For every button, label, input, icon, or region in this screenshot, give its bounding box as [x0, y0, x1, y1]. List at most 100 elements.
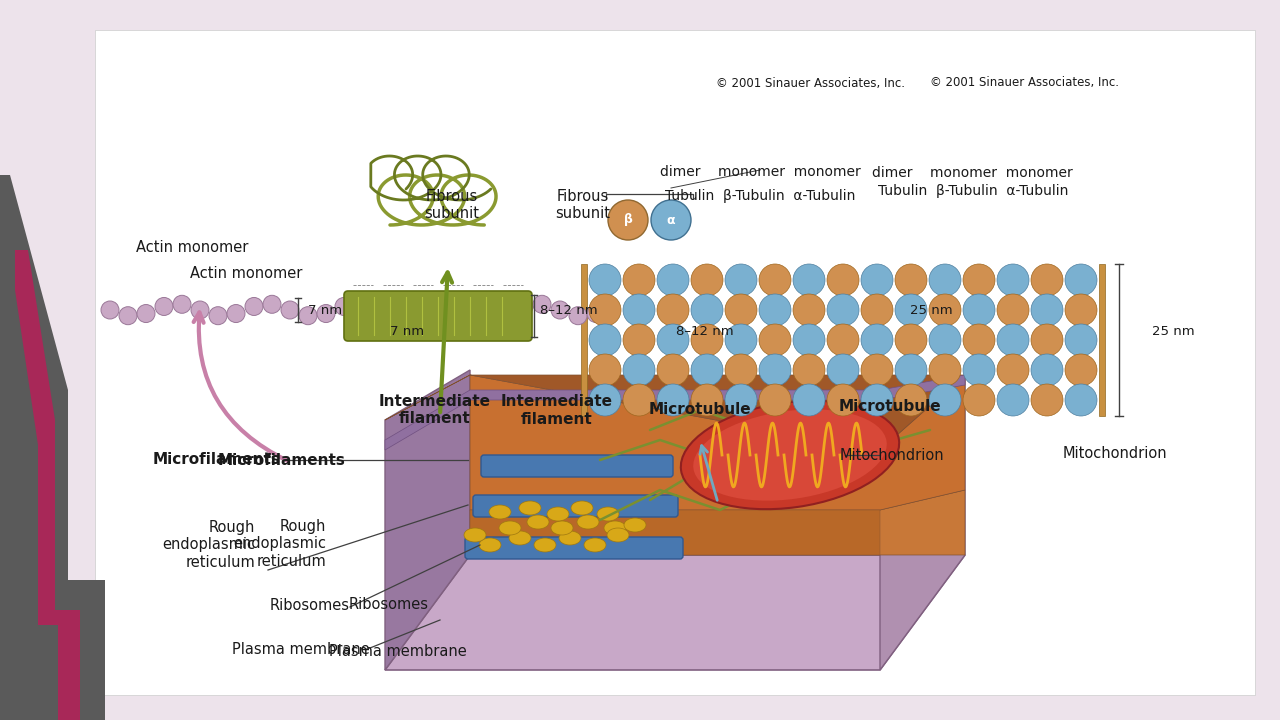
Circle shape	[657, 264, 689, 296]
Circle shape	[827, 324, 859, 356]
Circle shape	[1030, 354, 1062, 386]
Circle shape	[759, 324, 791, 356]
Circle shape	[1030, 384, 1062, 416]
Circle shape	[724, 264, 756, 296]
Circle shape	[759, 294, 791, 326]
Circle shape	[335, 297, 353, 315]
Circle shape	[929, 294, 961, 326]
Ellipse shape	[527, 515, 549, 529]
Text: Tubulin  β-Tubulin  α-Tubulin: Tubulin β-Tubulin α-Tubulin	[664, 189, 855, 203]
Circle shape	[759, 354, 791, 386]
Circle shape	[300, 307, 317, 325]
Circle shape	[794, 324, 826, 356]
Ellipse shape	[479, 538, 500, 552]
Text: 25 nm: 25 nm	[1152, 325, 1194, 338]
Ellipse shape	[518, 501, 541, 515]
Ellipse shape	[596, 507, 620, 521]
Circle shape	[497, 305, 515, 323]
Ellipse shape	[489, 505, 511, 519]
Circle shape	[827, 384, 859, 416]
Circle shape	[652, 200, 691, 240]
FancyBboxPatch shape	[481, 455, 673, 477]
Text: Microtubule: Microtubule	[838, 400, 941, 414]
Circle shape	[101, 301, 119, 319]
Circle shape	[1065, 294, 1097, 326]
Text: Tubulin  β-Tubulin  α-Tubulin: Tubulin β-Tubulin α-Tubulin	[878, 184, 1068, 198]
Circle shape	[515, 297, 532, 315]
Circle shape	[929, 264, 961, 296]
Polygon shape	[95, 30, 1254, 695]
Text: Intermediate
filament: Intermediate filament	[379, 394, 492, 426]
Text: Fibrous
subunit: Fibrous subunit	[425, 189, 480, 221]
Text: 8–12 nm: 8–12 nm	[676, 325, 733, 338]
FancyBboxPatch shape	[344, 291, 532, 341]
Circle shape	[827, 264, 859, 296]
Circle shape	[691, 294, 723, 326]
Circle shape	[794, 294, 826, 326]
Text: Actin monomer: Actin monomer	[136, 240, 248, 256]
Circle shape	[461, 301, 479, 319]
Circle shape	[691, 384, 723, 416]
Text: Mitochondrion: Mitochondrion	[840, 448, 945, 462]
Circle shape	[1030, 264, 1062, 296]
Text: © 2001 Sinauer Associates, Inc.: © 2001 Sinauer Associates, Inc.	[929, 76, 1119, 89]
Circle shape	[794, 264, 826, 296]
Circle shape	[244, 297, 262, 315]
Circle shape	[794, 354, 826, 386]
Circle shape	[479, 307, 497, 325]
Circle shape	[589, 354, 621, 386]
Circle shape	[227, 305, 244, 323]
Circle shape	[997, 324, 1029, 356]
Circle shape	[929, 354, 961, 386]
Polygon shape	[385, 370, 470, 670]
Circle shape	[895, 324, 927, 356]
Circle shape	[589, 294, 621, 326]
Circle shape	[532, 295, 550, 313]
Circle shape	[895, 384, 927, 416]
Circle shape	[371, 301, 389, 319]
Circle shape	[155, 297, 173, 315]
Polygon shape	[15, 250, 79, 720]
Text: Microtubule: Microtubule	[649, 402, 751, 418]
Circle shape	[895, 294, 927, 326]
Circle shape	[589, 384, 621, 416]
Ellipse shape	[604, 521, 626, 535]
Text: Intermediate
filament: Intermediate filament	[500, 395, 613, 426]
Circle shape	[623, 384, 655, 416]
Text: Ribosomes: Ribosomes	[348, 598, 429, 612]
Polygon shape	[470, 510, 881, 555]
Circle shape	[657, 294, 689, 326]
Circle shape	[657, 384, 689, 416]
Circle shape	[1065, 324, 1097, 356]
Text: Microfilaments: Microfilaments	[218, 454, 346, 468]
Circle shape	[997, 354, 1029, 386]
Circle shape	[623, 294, 655, 326]
Text: Plasma membrane: Plasma membrane	[232, 642, 370, 657]
Ellipse shape	[465, 528, 486, 542]
Polygon shape	[470, 490, 965, 555]
Text: Ribosomes: Ribosomes	[270, 598, 349, 613]
Text: β: β	[623, 214, 632, 227]
Polygon shape	[881, 375, 965, 670]
Circle shape	[963, 354, 995, 386]
Circle shape	[724, 294, 756, 326]
Ellipse shape	[681, 401, 899, 509]
Ellipse shape	[584, 538, 605, 552]
Text: © 2001 Sinauer Associates, Inc.: © 2001 Sinauer Associates, Inc.	[716, 76, 905, 89]
Circle shape	[173, 295, 191, 313]
Circle shape	[1065, 264, 1097, 296]
Circle shape	[861, 354, 893, 386]
Circle shape	[407, 305, 425, 323]
Circle shape	[1065, 354, 1097, 386]
Circle shape	[389, 307, 407, 325]
Circle shape	[119, 307, 137, 325]
Circle shape	[997, 264, 1029, 296]
Circle shape	[623, 324, 655, 356]
Circle shape	[191, 301, 209, 319]
Text: 8–12 nm: 8–12 nm	[540, 304, 598, 317]
Text: α: α	[667, 214, 676, 227]
Circle shape	[425, 297, 443, 315]
Circle shape	[929, 324, 961, 356]
Text: 7 nm: 7 nm	[390, 325, 425, 338]
Circle shape	[929, 384, 961, 416]
